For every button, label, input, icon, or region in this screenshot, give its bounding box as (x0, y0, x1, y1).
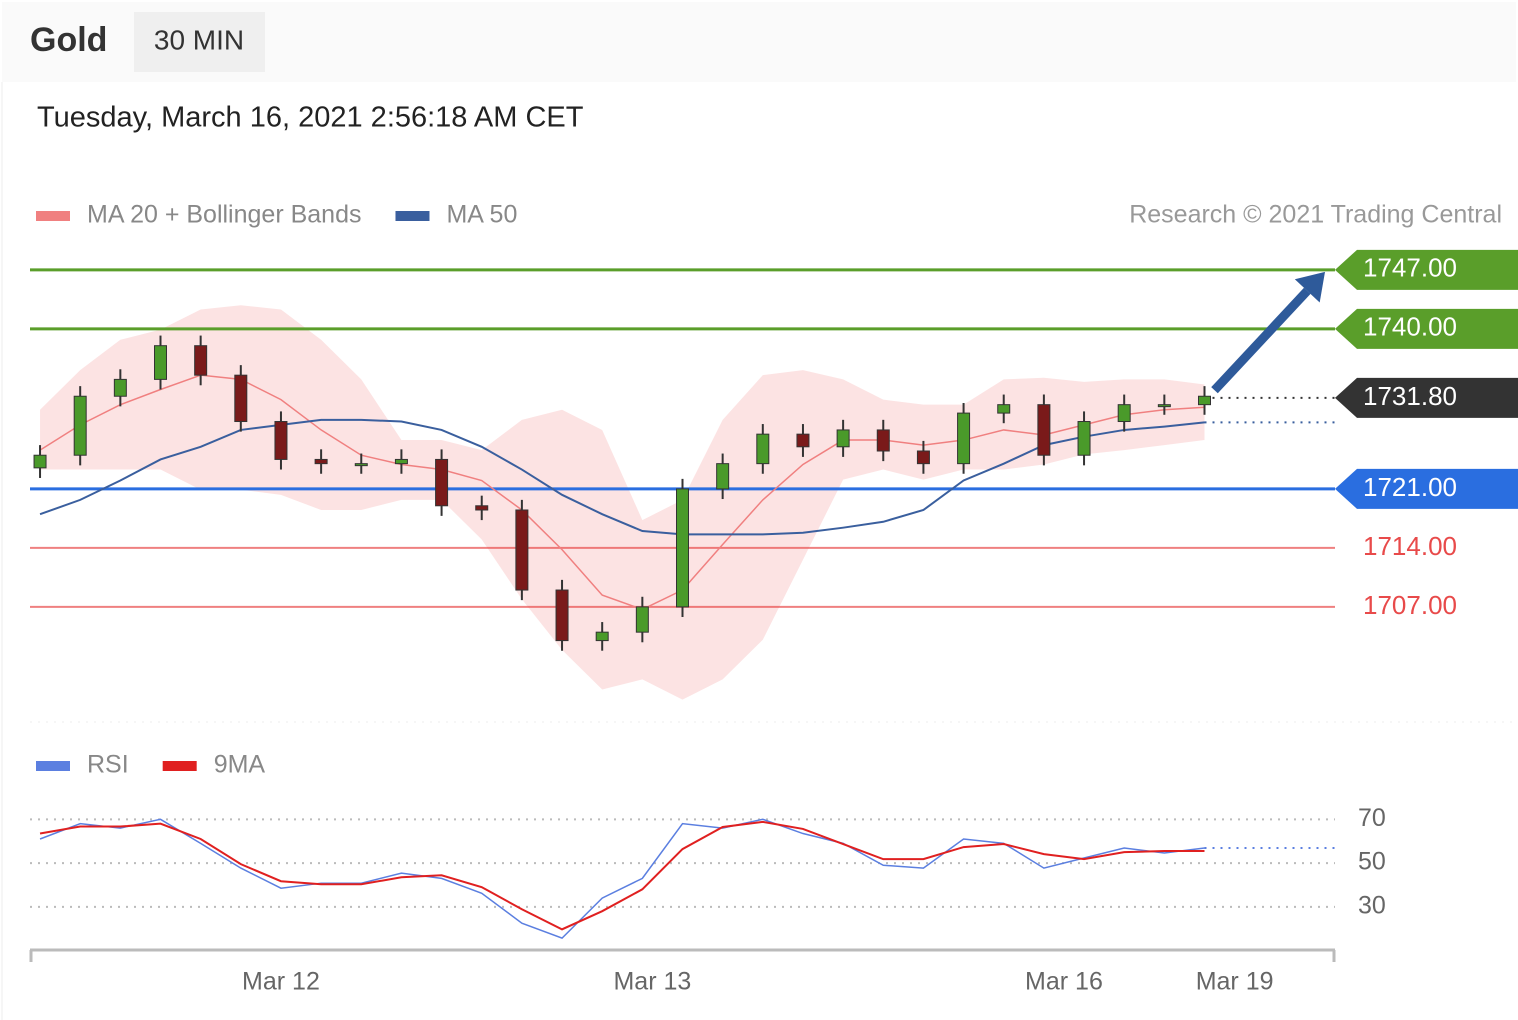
candle-body (1198, 395, 1211, 406)
forecast-arrow (1211, 287, 1311, 394)
legend-swatch (36, 761, 70, 771)
copyright: Research © 2021 Trading Central (1129, 201, 1502, 229)
candle-body (1157, 404, 1171, 408)
x-tick-label: Mar 19 (1196, 968, 1274, 996)
legend-label: 9MA (214, 751, 266, 779)
y-tick-label: 50 (1358, 848, 1386, 876)
candle-body (194, 345, 208, 376)
candle-body (676, 488, 689, 608)
candle-body (33, 454, 47, 469)
candle-body (354, 463, 368, 467)
legend-swatch (36, 211, 70, 221)
timestamp: Tuesday, March 16, 2021 2:56:18 AM CET (37, 102, 584, 134)
candle-body (716, 463, 730, 490)
candle-body (997, 404, 1011, 414)
candle-body (154, 345, 167, 380)
candle-body (595, 631, 609, 642)
level-label: 1721.00 (1363, 472, 1457, 502)
candle-body (555, 589, 569, 642)
level-label: 1747.00 (1363, 253, 1457, 283)
ma-line (39, 374, 1205, 611)
level-label: 1714.00 (1363, 531, 1457, 561)
candle-body (435, 458, 449, 507)
legend-swatch (395, 211, 430, 221)
instrument: Gold (30, 21, 107, 59)
candle-body (234, 374, 248, 423)
timeframe-box (134, 12, 265, 72)
level-label: 1740.00 (1363, 312, 1457, 342)
candle-body (916, 450, 930, 465)
x-tick-label: Mar 16 (1025, 968, 1103, 996)
y-tick-label: 30 (1358, 891, 1386, 919)
candle-body (796, 433, 810, 448)
legend-label: RSI (87, 751, 129, 779)
candle-body (73, 395, 87, 456)
candle-body (475, 505, 489, 511)
candle-body (274, 421, 288, 460)
candle-body (1117, 404, 1131, 423)
level-box (1335, 308, 1518, 349)
candle-body (1077, 421, 1091, 456)
candle-body (1037, 404, 1051, 456)
legend-swatch (162, 761, 197, 771)
candle-body (113, 378, 127, 397)
indicator-line (39, 818, 1205, 939)
level-box (1335, 377, 1518, 418)
bollinger-band (40, 305, 1205, 700)
candle-body (876, 429, 890, 452)
candle-body (314, 458, 328, 465)
candle-body (635, 606, 649, 633)
candle-body (394, 458, 408, 465)
timeframe: 30 MIN (154, 24, 244, 55)
y-tick-label: 70 (1358, 804, 1386, 832)
candle-body (957, 412, 971, 465)
legend-label: MA 20 + Bollinger Bands (87, 201, 361, 229)
level-box (1335, 249, 1518, 290)
forecast-arrow-head (1294, 271, 1325, 303)
level-label: 1731.80 (1363, 381, 1457, 411)
candle-body (756, 433, 770, 465)
candle-body (515, 509, 529, 591)
indicator-line (39, 820, 1205, 931)
candle-body (836, 429, 850, 448)
x-tick-label: Mar 13 (613, 968, 691, 996)
legend-label: MA 50 (446, 201, 517, 229)
level-label: 1707.00 (1363, 590, 1457, 620)
x-tick-label: Mar 12 (242, 968, 320, 996)
level-box (1335, 468, 1518, 509)
ma-line (39, 418, 1205, 536)
